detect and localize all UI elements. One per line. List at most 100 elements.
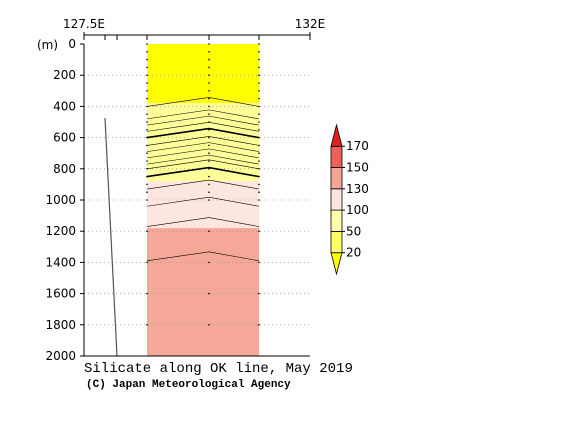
sample-point xyxy=(146,58,148,61)
band-2 xyxy=(147,181,259,229)
sample-point xyxy=(208,90,210,92)
sample-point xyxy=(208,191,210,193)
sample-point xyxy=(208,74,210,76)
y-tick-label: 600 xyxy=(53,131,76,145)
x-axis: 127.5E 132E xyxy=(63,17,325,40)
y-tick-label: 200 xyxy=(53,68,76,82)
sample-point xyxy=(258,129,260,131)
contour-line xyxy=(146,154,260,165)
contour-line xyxy=(146,179,260,190)
contour-line xyxy=(146,159,260,170)
sample-point xyxy=(208,175,210,178)
sample-point xyxy=(146,90,148,92)
sample-point xyxy=(208,136,210,139)
sample-point xyxy=(258,51,260,53)
sample-point xyxy=(258,90,260,92)
contour-line xyxy=(146,127,260,139)
colorbar-label: 20 xyxy=(346,246,361,260)
sample-point xyxy=(146,183,148,186)
sample-point xyxy=(208,113,210,115)
y-tick-label: 1600 xyxy=(45,287,76,301)
contour-line xyxy=(146,115,260,126)
sample-point xyxy=(258,66,260,69)
sample-point xyxy=(146,43,148,45)
sample-point xyxy=(258,58,260,61)
sample-point xyxy=(146,82,148,84)
colorbar-label: 150 xyxy=(346,161,369,175)
sample-point xyxy=(208,261,210,264)
sample-point xyxy=(258,144,260,147)
sample-point xyxy=(258,121,260,123)
x-tick-label: 132E xyxy=(295,17,326,31)
sample-point xyxy=(146,191,148,193)
contour-line xyxy=(146,142,260,152)
colorbar-label: 170 xyxy=(346,139,369,153)
y-tick-label: 2000 xyxy=(45,349,76,363)
y-axis-label: (m) xyxy=(37,38,58,52)
sample-point xyxy=(258,160,260,162)
sample-point xyxy=(146,97,148,100)
sample-point xyxy=(146,74,148,76)
sample-point xyxy=(146,51,148,53)
sample-point xyxy=(146,144,148,147)
colorbar-segment xyxy=(330,167,343,190)
sample-point xyxy=(208,105,210,108)
sample-point xyxy=(146,129,148,131)
contour-line xyxy=(146,136,260,146)
colorbar-label: 100 xyxy=(346,203,369,217)
sample-point xyxy=(208,152,210,154)
sample-point xyxy=(208,66,210,69)
sample-point xyxy=(146,199,148,201)
sample-point xyxy=(146,66,148,69)
colorbar-segment xyxy=(330,123,343,147)
y-tick-label: 0 xyxy=(68,37,76,51)
sample-point xyxy=(258,82,260,84)
sample-point xyxy=(208,43,210,45)
sample-point xyxy=(258,324,260,326)
sample-point xyxy=(208,97,210,100)
sample-point xyxy=(208,183,210,186)
sample-point xyxy=(208,230,210,232)
sample-point xyxy=(208,199,210,201)
sample-point xyxy=(258,292,260,295)
sample-point xyxy=(258,183,260,186)
contour-line xyxy=(146,251,260,262)
chart-title: Silicate along OK line, May 2019 xyxy=(84,361,353,377)
colorbar-segment xyxy=(330,188,343,211)
bathymetry-line xyxy=(104,117,118,357)
y-tick-label: 1400 xyxy=(45,255,76,269)
sample-point xyxy=(146,324,148,326)
sample-point xyxy=(258,191,260,193)
y-tick-label: 800 xyxy=(53,162,76,176)
sample-point xyxy=(208,129,210,131)
sample-point xyxy=(208,160,210,162)
sample-point xyxy=(208,58,210,61)
colorbar-label: 130 xyxy=(346,182,369,196)
sample-point xyxy=(258,43,260,45)
sample-point xyxy=(208,292,210,295)
y-axis: 0 200 400 600 800 1000 1200 1400 1600 1800 2000 xyxy=(45,37,84,363)
colorbar-segment xyxy=(330,252,343,276)
x-tick-label: 127.5E xyxy=(63,17,105,31)
sample-point xyxy=(258,97,260,100)
sample-point xyxy=(208,144,210,147)
y-tick-label: 1200 xyxy=(45,224,76,238)
y-tick-label: 400 xyxy=(53,99,76,113)
sample-point xyxy=(258,168,260,170)
sample-point xyxy=(208,168,210,170)
sample-point xyxy=(258,136,260,139)
sample-point xyxy=(146,152,148,154)
plot-area xyxy=(83,43,310,357)
sample-point xyxy=(208,121,210,123)
contour-line xyxy=(146,196,260,207)
sample-point xyxy=(146,168,148,170)
y-tick-label: 1800 xyxy=(45,318,76,332)
sample-point xyxy=(146,105,148,108)
colorbar: 20 50 100 130 150 170 xyxy=(330,123,369,276)
sample-point xyxy=(258,105,260,108)
sample-point xyxy=(208,51,210,53)
contour-line xyxy=(146,109,260,120)
sample-point xyxy=(208,82,210,84)
credit-text: (C) Japan Meteorological Agency xyxy=(86,379,291,391)
